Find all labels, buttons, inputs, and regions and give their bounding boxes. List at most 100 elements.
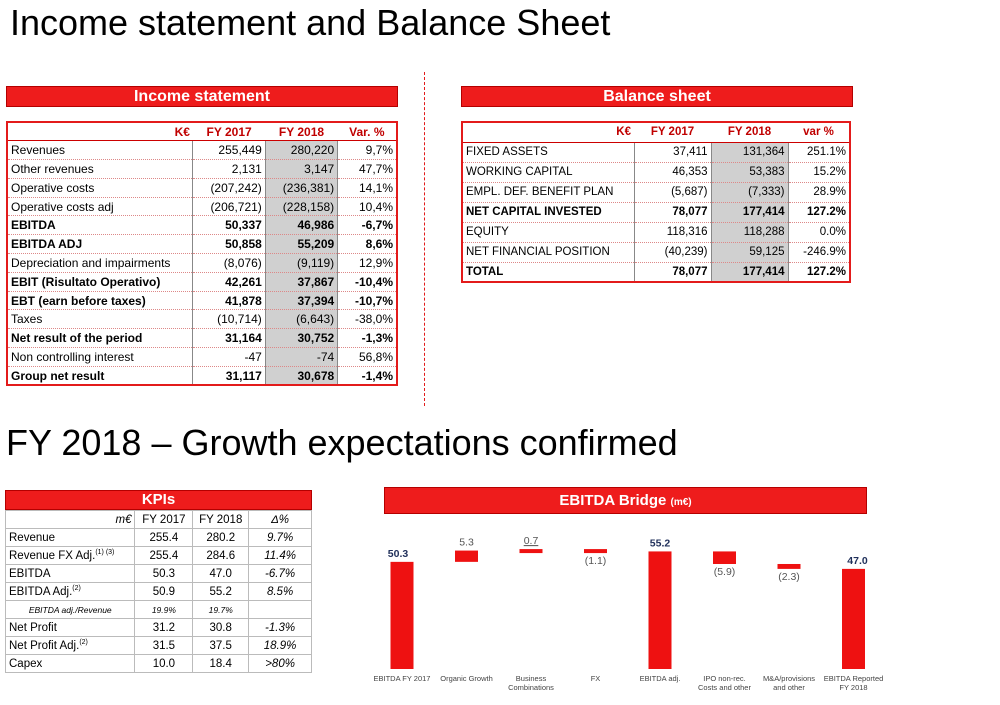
balance-col-header: FY 2017 bbox=[634, 122, 711, 143]
bridge-category-label: FX bbox=[591, 674, 601, 683]
balance-value-fy2018: (7,333) bbox=[710, 182, 788, 203]
bridge-category-label: Organic Growth bbox=[440, 674, 493, 683]
kpi-value-delta: 18.9% bbox=[248, 636, 312, 655]
bridge-bar bbox=[584, 549, 607, 554]
kpi-table: m€ FY 2017 FY 2018 Δ% Revenue 255.4 280.2 9.7% R… bbox=[4, 510, 312, 673]
income-col-header: Var. % bbox=[337, 122, 397, 142]
kpi-col-header: FY 2018 bbox=[192, 510, 250, 529]
income-value-fy2018: -74 bbox=[264, 347, 338, 367]
kpi-row: EBITDA Adj.(2) 50.9 55.2 8.5% bbox=[4, 582, 312, 601]
bridge-bar bbox=[713, 551, 736, 564]
income-row: Net result of the period 31,164 30,752 -1,3… bbox=[7, 328, 397, 349]
kpi-value-delta: 9.7% bbox=[248, 528, 312, 547]
bridge-category-label: EBITDA adj. bbox=[640, 674, 681, 683]
income-value-fy2018: 37,867 bbox=[264, 272, 338, 292]
income-value-var: -1,3% bbox=[337, 328, 397, 349]
kpi-value-delta: 8.5% bbox=[248, 582, 312, 601]
income-value-var: -10,7% bbox=[337, 291, 397, 311]
balance-row-label: FIXED ASSETS bbox=[462, 142, 634, 163]
income-value-var: 9,7% bbox=[337, 140, 397, 161]
kpi-value-fy2017: 50.3 bbox=[134, 564, 194, 583]
kpi-row-label: Net Profit bbox=[4, 618, 136, 637]
income-row: Group net result 31,117 30,678 -1,4% bbox=[7, 366, 397, 386]
balance-header-row: K€ FY 2017 FY 2018 var % bbox=[462, 122, 850, 143]
income-row-label: Revenues bbox=[7, 140, 193, 161]
balance-value-fy2017: (40,239) bbox=[633, 242, 711, 263]
income-value-fy2018: 46,986 bbox=[264, 215, 338, 236]
bridge-data-label: 50.3 bbox=[388, 548, 409, 560]
balance-row: TOTAL 78,077 177,414 127.2% bbox=[462, 262, 850, 283]
balance-value-fy2017: 37,411 bbox=[633, 142, 711, 163]
income-row-label: EBT (earn before taxes) bbox=[7, 291, 193, 311]
kpi-row: Net Profit Adj.(2) 31.5 37.5 18.9% bbox=[4, 636, 312, 655]
income-header-row: K€ FY 2017 FY 2018 Var. % bbox=[7, 122, 397, 142]
balance-value-fy2017: 78,077 bbox=[633, 202, 711, 223]
kpi-value-fy2018: 19.7% bbox=[192, 600, 250, 619]
income-statement-title: Income statement bbox=[6, 86, 398, 107]
income-row-label: Other revenues bbox=[7, 159, 193, 179]
income-row: Depreciation and impairments (8,076) (9,11… bbox=[7, 253, 397, 273]
bridge-data-label: 47.0 bbox=[847, 555, 868, 567]
income-unit: K€ bbox=[7, 122, 193, 142]
kpi-value-fy2017: 50.9 bbox=[134, 582, 194, 601]
balance-col-header: var % bbox=[788, 122, 850, 143]
kpi-value-delta: 11.4% bbox=[248, 546, 312, 565]
balance-value-fy2018: 118,288 bbox=[710, 222, 788, 243]
income-value-fy2017: -47 bbox=[192, 347, 266, 367]
kpi-value-delta: -1.3% bbox=[248, 618, 312, 637]
kpi-row: Revenue 255.4 280.2 9.7% bbox=[4, 528, 312, 547]
kpi-row: EBITDA 50.3 47.0 -6.7% bbox=[4, 564, 312, 583]
balance-value-var: 251.1% bbox=[787, 142, 850, 163]
income-row: Operative costs (207,242) (236,381) 14,1% bbox=[7, 178, 397, 198]
income-row-label: Taxes bbox=[7, 309, 193, 330]
kpi-unit: m€ bbox=[4, 510, 136, 529]
income-value-fy2017: (8,076) bbox=[192, 253, 266, 273]
income-col-header: FY 2018 bbox=[265, 122, 338, 142]
income-value-var: -1,4% bbox=[337, 366, 397, 386]
bridge-bar bbox=[648, 551, 672, 669]
income-value-fy2017: (207,242) bbox=[192, 178, 266, 198]
ebitda-bridge-title: EBITDA Bridge (m€) bbox=[384, 487, 867, 514]
kpi-value-fy2017: 19.9% bbox=[134, 600, 194, 619]
kpi-row-label: EBITDA bbox=[4, 564, 136, 583]
kpi-value-delta bbox=[248, 600, 312, 619]
divider bbox=[424, 72, 425, 406]
kpi-footnote: (2) bbox=[79, 639, 88, 647]
kpi-value-fy2017: 31.2 bbox=[134, 618, 194, 637]
income-row: Revenues 255,449 280,220 9,7% bbox=[7, 140, 397, 161]
balance-row-label: NET CAPITAL INVESTED bbox=[462, 202, 634, 223]
bridge-category-label: IPO non-rec. Costs and other bbox=[698, 674, 751, 692]
balance-value-fy2018: 177,414 bbox=[710, 202, 788, 223]
kpi-value-fy2018: 55.2 bbox=[192, 582, 250, 601]
balance-row-label: WORKING CAPITAL bbox=[462, 162, 634, 183]
bridge-category-label: M&A/provisions and other bbox=[763, 674, 815, 692]
balance-sheet-table: K€ FY 2017 FY 2018 var % FIXED ASSETS 37,411 1… bbox=[461, 121, 851, 283]
income-value-fy2018: (9,119) bbox=[264, 253, 338, 273]
income-row-label: Group net result bbox=[7, 366, 193, 386]
balance-unit: K€ bbox=[462, 122, 634, 143]
income-row: EBIT (Risultato Operativo) 42,261 37,867 -1… bbox=[7, 272, 397, 292]
balance-value-var: -246.9% bbox=[787, 242, 850, 263]
kpi-value-fy2018: 284.6 bbox=[192, 546, 250, 565]
income-row: Operative costs adj (206,721) (228,158) 10,… bbox=[7, 197, 397, 217]
kpi-row-label: Revenue bbox=[4, 528, 136, 547]
balance-value-fy2018: 131,364 bbox=[710, 142, 788, 163]
bridge-bar bbox=[519, 549, 543, 554]
income-value-var: -38,0% bbox=[337, 309, 397, 330]
income-value-fy2018: 30,678 bbox=[264, 366, 338, 386]
income-value-fy2017: 255,449 bbox=[192, 140, 266, 161]
balance-value-var: 15.2% bbox=[787, 162, 850, 183]
balance-value-fy2018: 53,383 bbox=[710, 162, 788, 183]
bridge-bar bbox=[777, 563, 801, 569]
balance-row: WORKING CAPITAL 46,353 53,383 15.2% bbox=[462, 162, 850, 183]
balance-value-fy2017: (5,687) bbox=[633, 182, 711, 203]
balance-row-label: NET FINANCIAL POSITION bbox=[462, 242, 634, 263]
income-value-fy2017: (10,714) bbox=[192, 309, 266, 330]
income-value-var: 8,6% bbox=[337, 234, 397, 255]
section-title: FY 2018 – Growth expectations confirmed bbox=[6, 422, 678, 463]
kpi-row-label-text: EBITDA Adj. bbox=[9, 585, 73, 598]
kpi-row-label: Revenue FX Adj.(1) (3) bbox=[4, 546, 136, 565]
income-value-fy2018: 30,752 bbox=[264, 328, 338, 349]
income-value-fy2017: 50,337 bbox=[192, 215, 266, 236]
income-value-var: 14,1% bbox=[337, 178, 397, 198]
